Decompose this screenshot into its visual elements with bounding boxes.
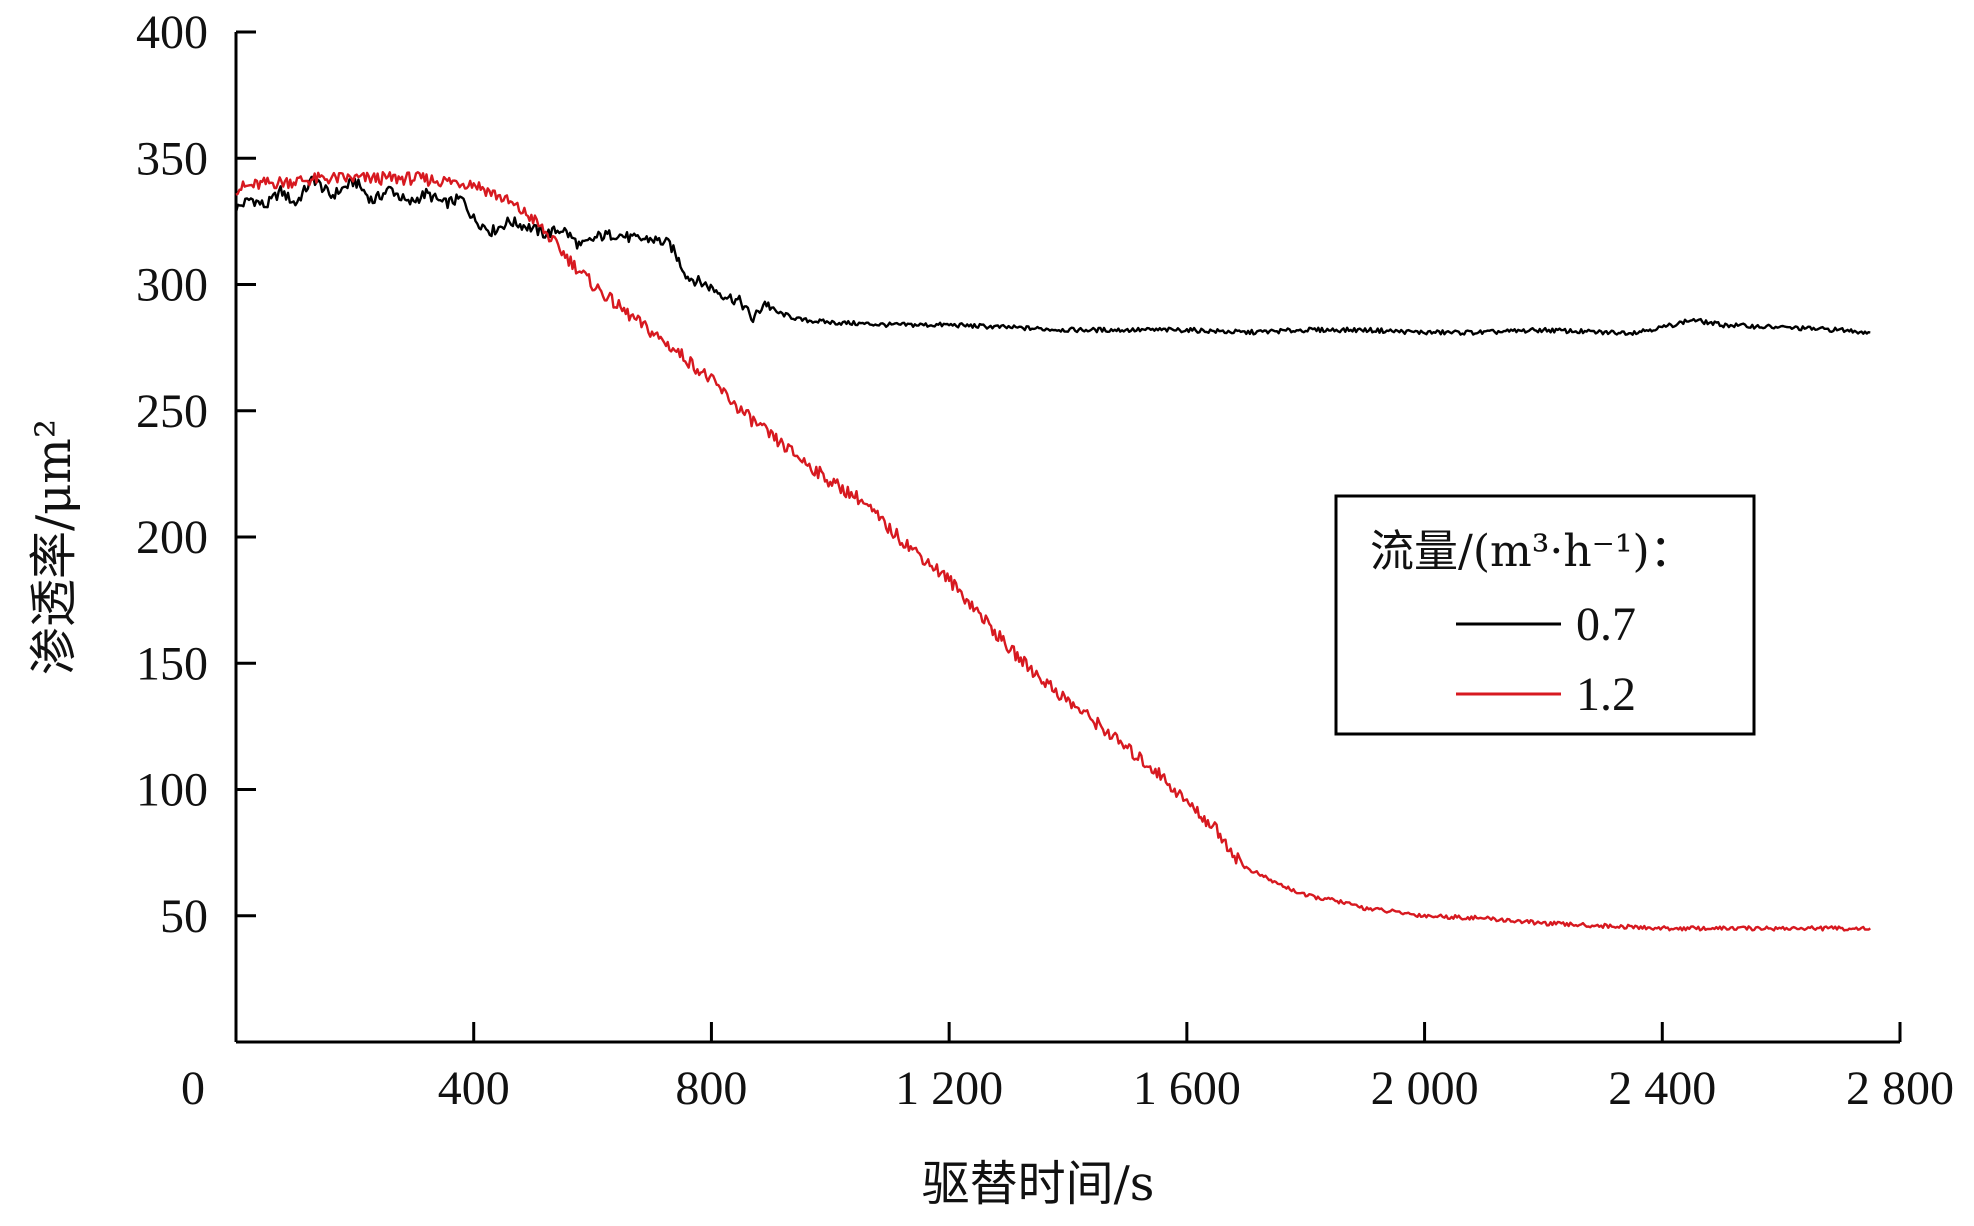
y-tick-label: 250	[136, 385, 208, 438]
x-tick-label: 1 600	[1133, 1062, 1241, 1115]
legend-title: 流量/(m³·h⁻¹)：	[1370, 526, 1694, 577]
y-tick-label: 200	[136, 511, 208, 564]
legend-items: 0.71.2	[1456, 598, 1636, 721]
x-ticks: 0 400 800 1 200 1 600 2 000 2 400 2 800	[181, 1022, 1954, 1115]
y-tick-label: 50	[160, 890, 208, 943]
y-ticks: 50 100 150 200 250 300 350 400	[136, 6, 256, 943]
series-layer	[234, 171, 1871, 932]
x-axis-title: 驱替时间/s	[922, 1156, 1155, 1212]
legend: 流量/(m³·h⁻¹)： 0.71.2	[1334, 494, 1756, 736]
y-tick-label: 150	[136, 637, 208, 690]
y-tick-label: 100	[136, 764, 208, 817]
x-tick-label: 2 400	[1608, 1062, 1716, 1115]
y-tick-label: 400	[136, 6, 208, 59]
y-tick-label: 300	[136, 259, 208, 312]
series-line-2	[235, 171, 1871, 932]
x-tick-label: 0	[181, 1062, 205, 1115]
x-tick-label: 2 000	[1371, 1062, 1479, 1115]
legend-label-1: 0.7	[1576, 598, 1636, 651]
x-tick-label: 1 200	[895, 1062, 1003, 1115]
x-tick-label: 800	[675, 1062, 747, 1115]
legend-label-2: 1.2	[1576, 668, 1636, 721]
x-tick-label: 2 800	[1846, 1062, 1954, 1115]
y-tick-label: 350	[136, 132, 208, 185]
x-tick-label: 400	[438, 1062, 510, 1115]
series-line-1	[234, 175, 1871, 336]
y-axis-title: 渗透率/μm²	[26, 419, 82, 675]
